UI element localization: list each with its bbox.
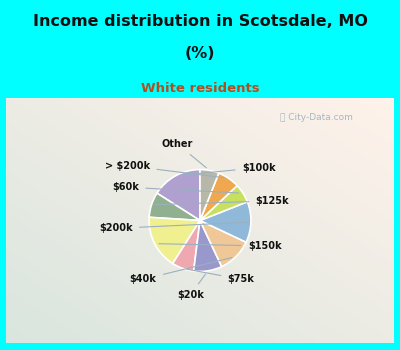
Text: ⓘ City-Data.com: ⓘ City-Data.com	[280, 113, 353, 122]
Text: $125k: $125k	[156, 196, 289, 206]
Text: White residents: White residents	[141, 82, 259, 95]
Wedge shape	[149, 193, 200, 220]
Wedge shape	[149, 217, 200, 264]
Text: $100k: $100k	[180, 163, 276, 175]
Text: (%): (%)	[185, 47, 215, 61]
Text: > $200k: > $200k	[105, 161, 224, 178]
Text: $75k: $75k	[187, 269, 254, 284]
Text: Other: Other	[162, 139, 206, 168]
Wedge shape	[200, 202, 251, 242]
Text: $200k: $200k	[99, 222, 247, 233]
Wedge shape	[200, 173, 237, 220]
Wedge shape	[173, 220, 200, 271]
Wedge shape	[200, 186, 247, 220]
Wedge shape	[194, 220, 222, 272]
Text: $20k: $20k	[177, 274, 206, 300]
Wedge shape	[157, 169, 200, 220]
Text: Income distribution in Scotsdale, MO: Income distribution in Scotsdale, MO	[32, 14, 368, 29]
Wedge shape	[200, 220, 246, 267]
Text: $150k: $150k	[159, 241, 282, 251]
Wedge shape	[200, 169, 219, 220]
Text: $60k: $60k	[112, 182, 239, 193]
Text: $40k: $40k	[130, 258, 232, 284]
